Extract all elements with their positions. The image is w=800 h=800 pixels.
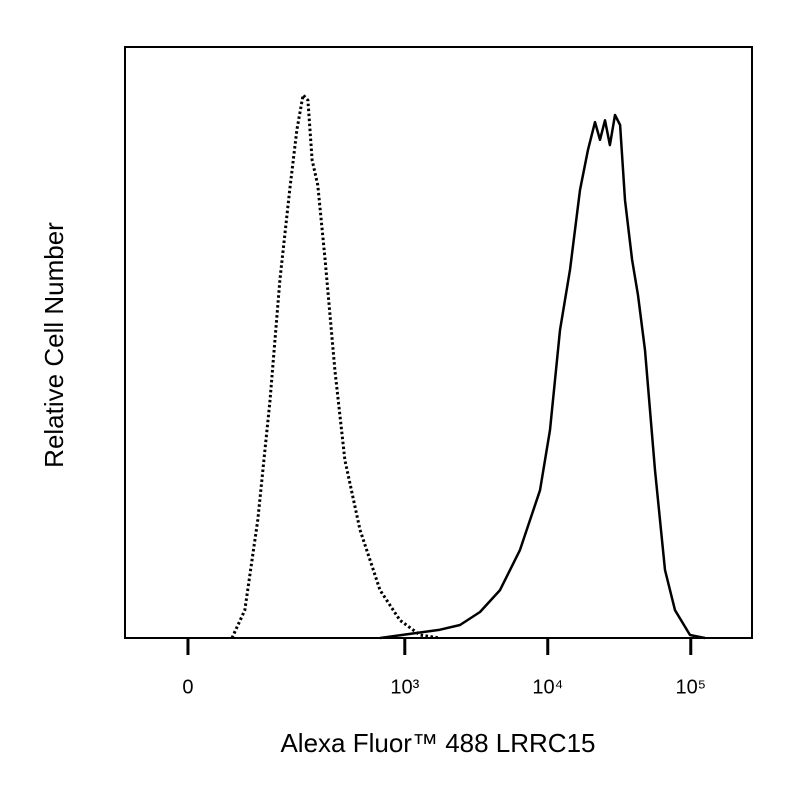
- x-tick-label: 10⁴: [532, 676, 563, 698]
- x-tick-label: 0: [182, 676, 193, 698]
- histogram-line: [379, 113, 706, 640]
- x-axis-title: Alexa Fluor™ 488 LRRC15: [280, 728, 595, 758]
- histogram-line: [230, 93, 441, 640]
- x-tick-label: 10³: [390, 676, 419, 698]
- plot-frame: [124, 46, 753, 639]
- y-axis-title: Relative Cell Number: [39, 222, 69, 468]
- x-tick-label: 10⁵: [675, 676, 706, 698]
